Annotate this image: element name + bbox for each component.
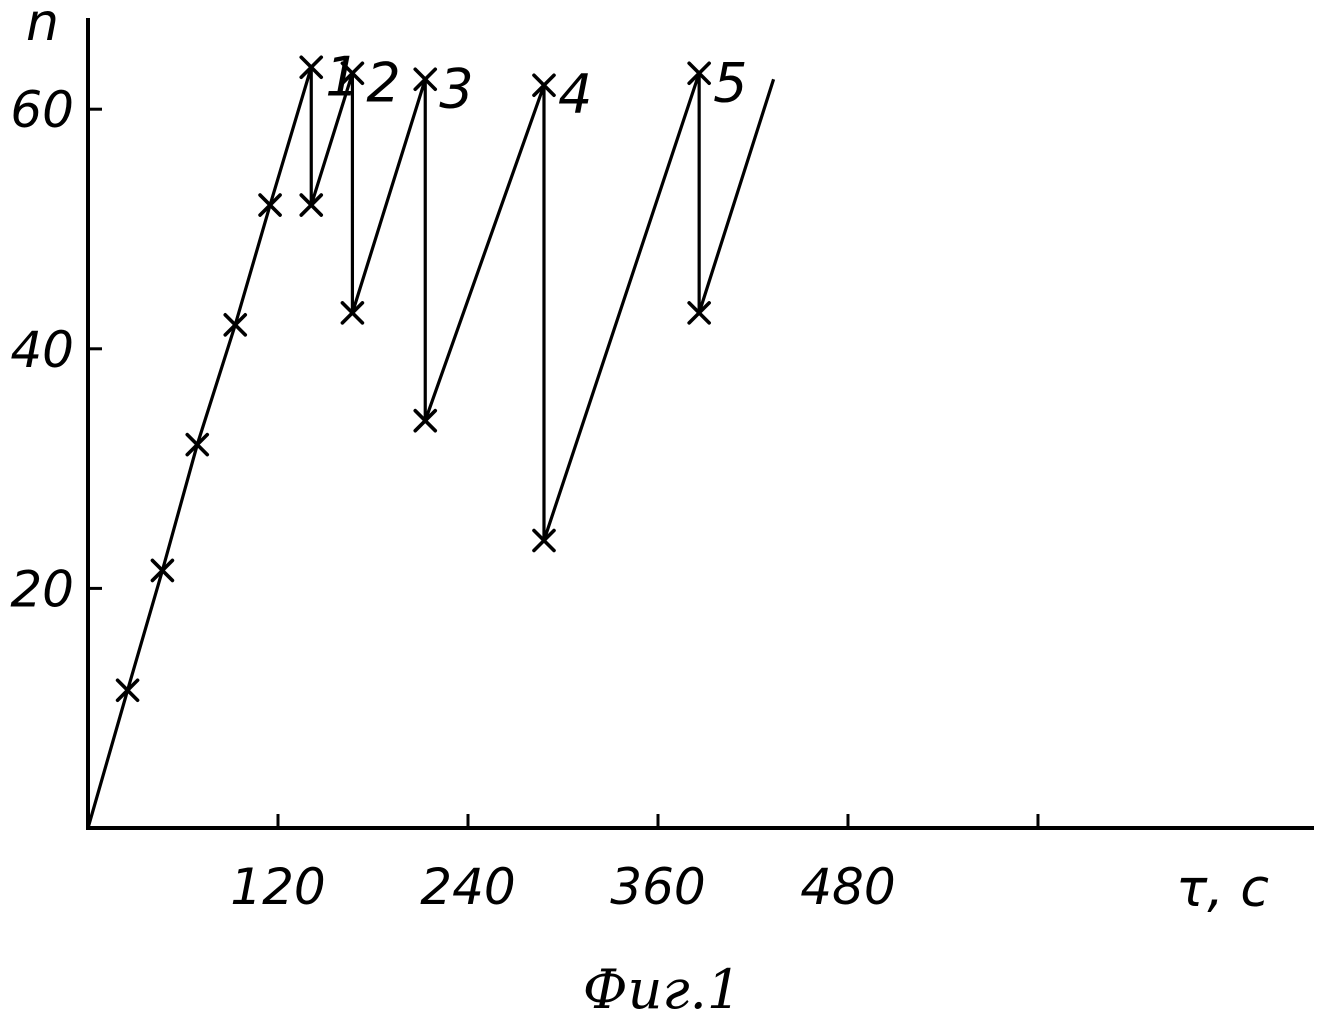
y-tick-label: 60 — [10, 81, 74, 139]
data-marker — [152, 560, 172, 580]
y-tick-label: 40 — [10, 321, 74, 379]
series-line — [88, 67, 774, 828]
x-tick-label: 480 — [800, 858, 895, 916]
data-marker — [225, 315, 245, 335]
cycle-label: 3 — [439, 57, 473, 120]
cycle-label: 4 — [558, 63, 592, 126]
data-marker — [260, 195, 280, 215]
x-tick-label: 120 — [230, 858, 325, 916]
axes: 120 240 360 480 20 40 60 — [10, 18, 1314, 916]
plot-area: 123 4 5 — [88, 45, 774, 828]
cycle-label: 1 — [325, 45, 359, 108]
data-marker — [118, 680, 138, 700]
x-axis-label: τ, с — [1176, 859, 1269, 919]
y-tick-label: 20 — [10, 560, 74, 618]
y-axis-label: n — [26, 0, 59, 53]
cycle-label: 5 — [713, 51, 747, 114]
figure-caption: Фиг.1 — [583, 958, 741, 1019]
data-marker — [187, 435, 207, 455]
data-markers — [118, 57, 710, 700]
x-tick-label: 240 — [420, 858, 515, 916]
x-tick-label: 360 — [610, 858, 705, 916]
cycle-label: 2 — [366, 51, 400, 114]
